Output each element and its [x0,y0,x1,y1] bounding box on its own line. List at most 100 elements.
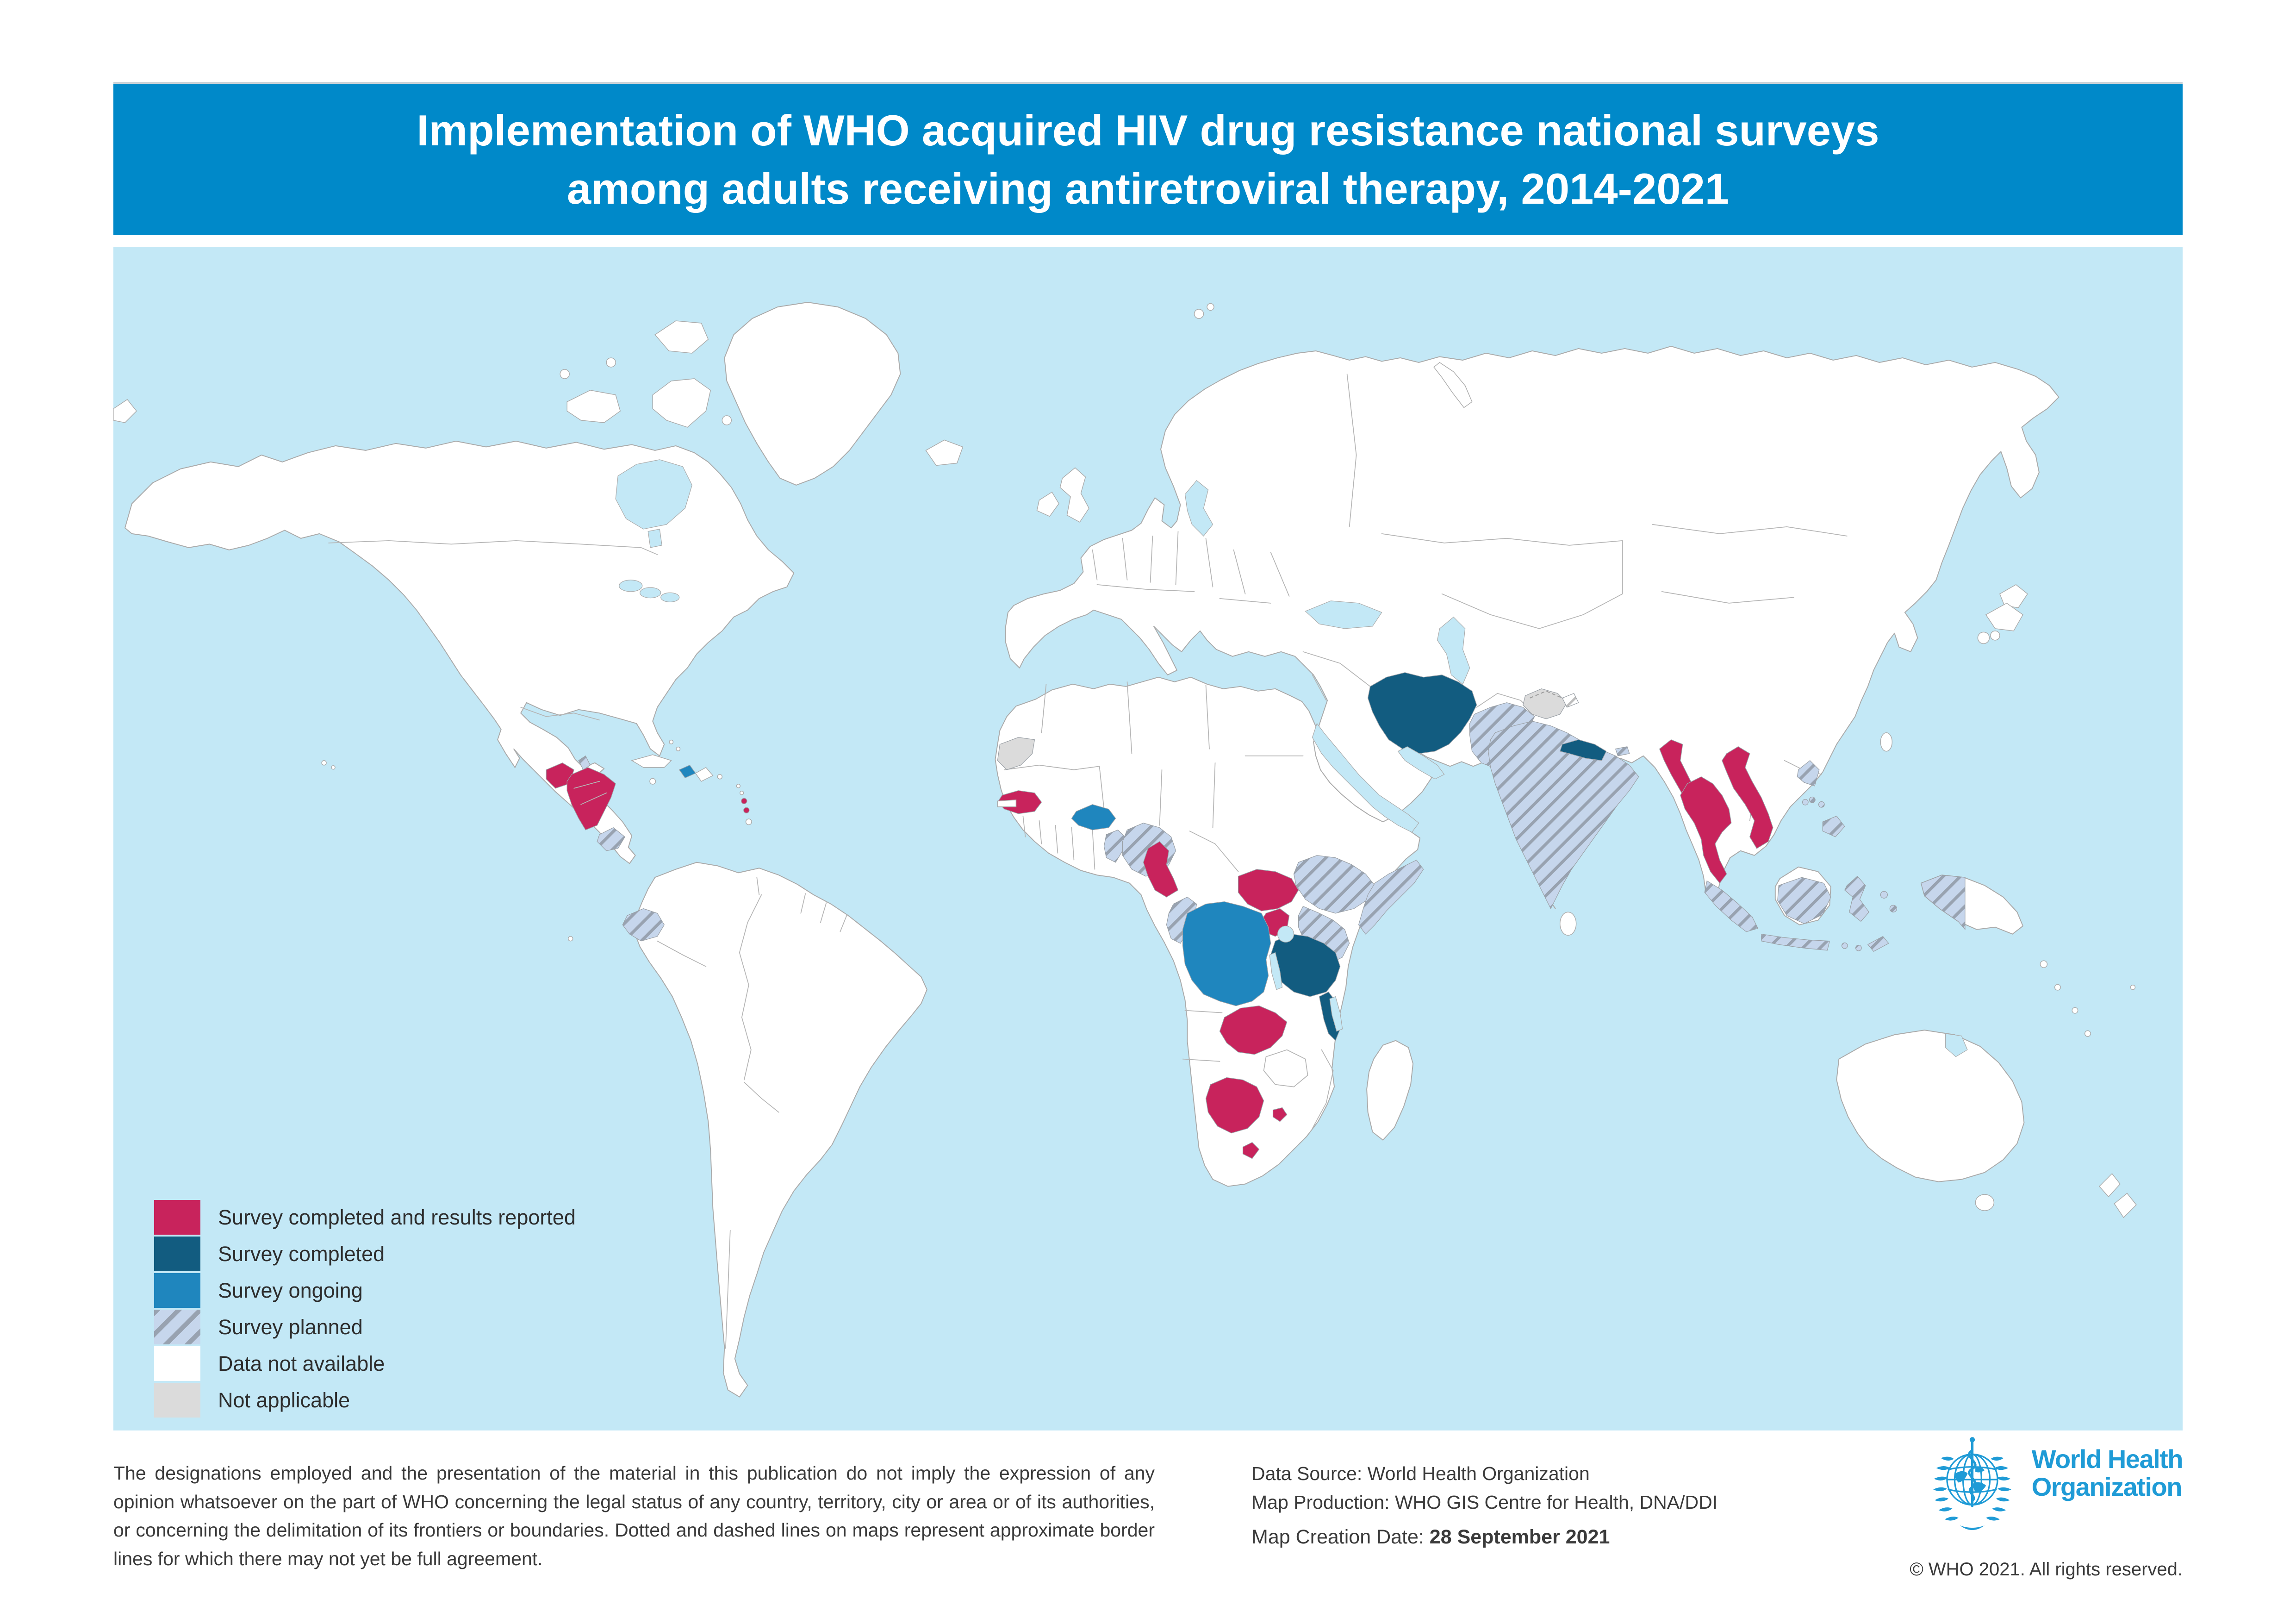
legend-label-survey-planned: Survey planned [218,1315,363,1339]
copyright-text: © WHO 2021. All rights reserved. [1910,1559,2183,1580]
south-america [634,862,927,1398]
lake-malawi [1329,996,1343,1032]
somalia [1358,859,1424,935]
legend-swatch-survey-ongoing [154,1273,200,1308]
data-source-block: Data Source: World Health Organization M… [1251,1459,1717,1517]
iran [1367,672,1477,754]
status-countries [546,672,1966,1159]
dominican-republic [695,767,714,782]
timor [1867,936,1889,952]
sumatra [1704,880,1759,932]
nepal [1559,739,1607,761]
persian-gulf [1397,746,1445,780]
western-sahara [997,737,1035,770]
burkina-faso [1071,804,1116,831]
world-map-panel: Survey completed and results reported Su… [113,247,2183,1430]
united-kingdom [1059,467,1089,523]
dr-congo [1182,901,1271,1006]
west-papua [1921,874,1966,931]
legend: Survey completed and results reported Su… [154,1200,576,1419]
cameroon [1143,841,1179,898]
new-zealand [2098,1173,2121,1198]
japan [1999,584,2028,608]
ethiopia [1293,855,1375,914]
title-banner: Implementation of WHO acquired HIV drug … [113,82,2183,235]
vietnam [1722,746,1773,849]
who-emblem-icon [1933,1437,2011,1530]
philippines-mindanao [1822,815,1845,837]
legend-label-not-applicable: Not applicable [218,1388,350,1412]
haiti [678,765,696,779]
tasmania [1975,1194,1995,1211]
disclaimer-text: The designations employed and the presen… [113,1462,1155,1569]
page-title-line1: Implementation of WHO acquired HIV drug … [417,106,1879,155]
gambia [997,799,1017,807]
zambia [1219,1006,1288,1055]
honduras-elsalvador-nicaragua [566,767,616,831]
kalimantan [1777,877,1831,924]
legend-label-survey-reported: Survey completed and results reported [218,1205,576,1229]
thailand [1680,776,1732,884]
legend-swatch-survey-completed [154,1237,200,1271]
java [1761,933,1830,951]
lake-tanganyika [1269,952,1283,990]
who-wordmark: World Health Organization [2031,1444,2184,1502]
jammu-kashmir [1522,688,1568,719]
map-date-label: Map Creation Date: [1251,1526,1430,1548]
eswatini [1272,1107,1288,1122]
iceland [925,439,964,466]
belize [578,755,591,770]
bhutan [1615,746,1630,756]
eurasia [1005,345,2060,909]
who-wordmark-line2: Organization [2031,1472,2183,1502]
map-creation-date: Map Creation Date: 28 September 2021 [1251,1526,1610,1549]
inland-waters [615,459,1968,1057]
caspian-sea [1437,616,1470,685]
baltic-sea [1184,480,1213,537]
gulf-carpentaria [1945,1033,1968,1057]
legend-item-survey-ongoing: Survey ongoing [154,1273,576,1308]
data-source-line: Data Source: World Health Organization [1251,1463,1590,1484]
legend-item-not-applicable: Not applicable [154,1383,576,1418]
country-borders [328,374,1848,1349]
saint-vincent [743,807,750,813]
greenland [724,301,901,486]
legend-label-data-not-available: Data not available [218,1351,385,1375]
legend-item-survey-completed: Survey completed [154,1237,576,1271]
legend-item-survey-reported: Survey completed and results reported [154,1200,576,1235]
legend-item-survey-planned: Survey planned [154,1310,576,1344]
botswana [1205,1077,1264,1134]
madagascar [1366,1040,1414,1141]
costa-rica [597,827,626,851]
taiwan [1880,732,1893,752]
legend-swatch-survey-planned [154,1310,200,1344]
who-logo: World Health Organization [1925,1435,2184,1535]
south-sudan [1238,869,1299,912]
red-sea [1312,723,1419,833]
sri-lanka [1559,912,1577,936]
legend-swatch-survey-reported [154,1200,200,1235]
world-map [113,247,2183,1430]
page-title-line2: among adults receiving antiretroviral th… [566,164,1730,213]
black-sea [1305,600,1382,629]
legend-swatch-data-not-available [154,1346,200,1381]
sulawesi [1844,875,1870,922]
aksai-chin [1562,693,1579,708]
saint-lucia [741,798,747,804]
hudson-bay [615,459,692,530]
ireland [1036,491,1059,517]
philippines-luzon [1797,760,1820,787]
legend-label-survey-completed: Survey completed [218,1242,385,1266]
map-production-line: Map Production: WHO GIS Centre for Healt… [1251,1492,1718,1513]
lesotho [1242,1142,1260,1159]
map-date-value: 28 September 2021 [1429,1526,1610,1548]
legend-swatch-not-applicable [154,1383,200,1418]
ecuador [622,908,665,942]
cuba [631,754,672,768]
who-wordmark-line1: World Health [2031,1444,2184,1474]
legend-label-survey-ongoing: Survey ongoing [218,1278,363,1302]
legend-item-data-not-available: Data not available [154,1346,576,1381]
lake-victoria [1277,925,1294,943]
togo-benin [1103,830,1126,863]
